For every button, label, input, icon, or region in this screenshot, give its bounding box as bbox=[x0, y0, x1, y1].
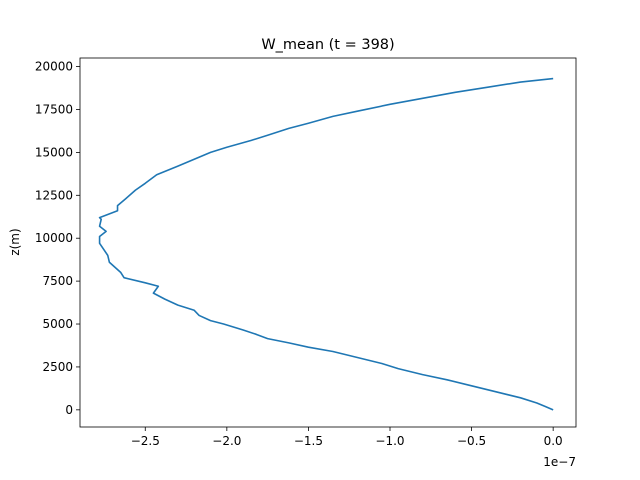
x-tick-label: −1.0 bbox=[375, 434, 404, 448]
y-tick-label: 7500 bbox=[42, 274, 73, 288]
series-line-0 bbox=[98, 77, 554, 411]
x-tick-label: −2.5 bbox=[131, 434, 160, 448]
y-tick-label: 10000 bbox=[35, 231, 73, 245]
y-tick-label: 2500 bbox=[42, 360, 73, 374]
y-tick-label: 0 bbox=[65, 403, 73, 417]
y-tick-label: 5000 bbox=[42, 317, 73, 331]
x-tick-label: −2.0 bbox=[212, 434, 241, 448]
y-tick-label: 17500 bbox=[35, 102, 73, 116]
x-tick-label: −1.5 bbox=[294, 434, 323, 448]
y-axis: 0 2500 5000 7500 10000 12500 15000 17500 20000 bbox=[35, 60, 80, 417]
x-tick-label: −0.5 bbox=[457, 434, 486, 448]
axes-frame bbox=[79, 57, 577, 428]
chart-title: W_mean (t = 398) bbox=[261, 37, 394, 53]
x-axis: −2.5 −2.0 −1.5 −1.0 −0.5 0.0 bbox=[131, 427, 563, 448]
plot-area bbox=[98, 77, 554, 411]
y-tick-label: 12500 bbox=[35, 188, 73, 202]
y-axis-label: z(m) bbox=[8, 228, 22, 255]
y-tick-label: 15000 bbox=[35, 145, 73, 159]
y-tick-label: 20000 bbox=[35, 60, 73, 74]
x-tick-label: 0.0 bbox=[544, 434, 563, 448]
x-axis-offset-label: 1e−7 bbox=[543, 455, 576, 469]
